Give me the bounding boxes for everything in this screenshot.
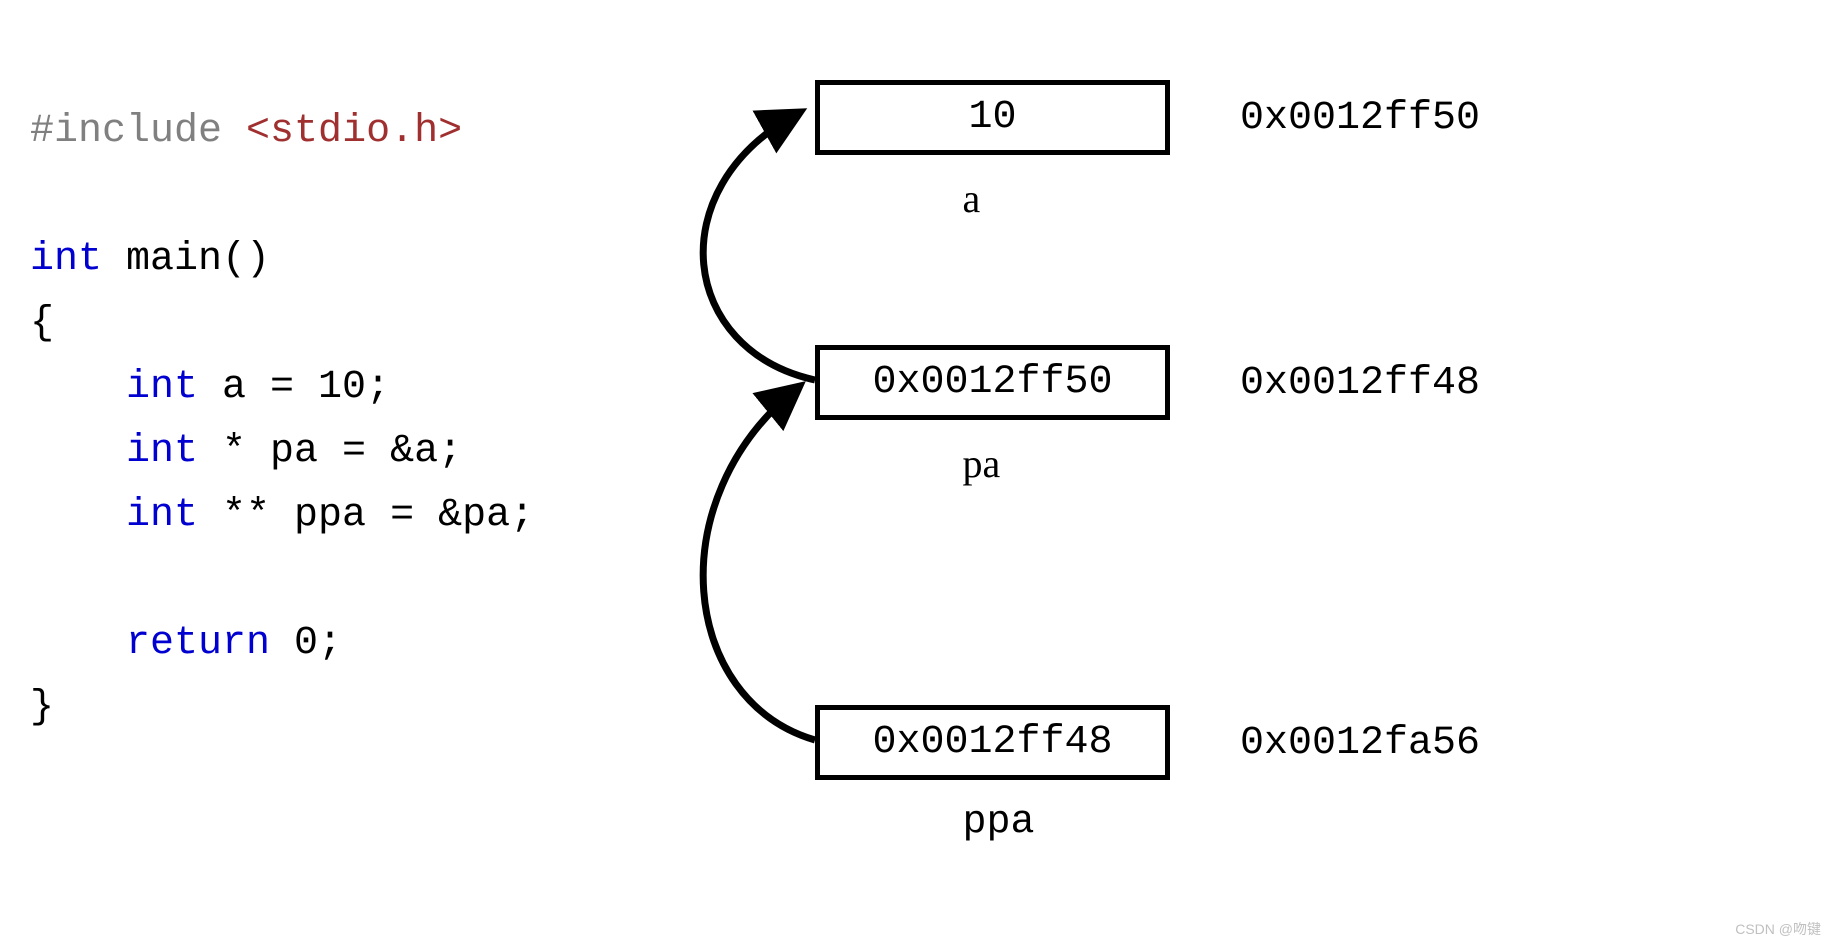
box-value-ppa: 0x0012ff48 bbox=[872, 720, 1112, 765]
memory-box-a: 10 bbox=[815, 80, 1170, 155]
arrow-svg bbox=[600, 60, 1580, 910]
var-label-pa: pa bbox=[963, 440, 1001, 487]
arrow-pa-to-a bbox=[703, 115, 815, 380]
memory-box-pa: 0x0012ff50 bbox=[815, 345, 1170, 420]
var-label-ppa: ppa bbox=[963, 800, 1035, 845]
box-value-pa: 0x0012ff50 bbox=[872, 360, 1112, 405]
watermark: CSDN @吻键 bbox=[1735, 919, 1821, 939]
box-value-a: 10 bbox=[968, 95, 1016, 140]
arrow-ppa-to-pa bbox=[703, 390, 815, 740]
memory-box-ppa: 0x0012ff48 bbox=[815, 705, 1170, 780]
var-label-a: a bbox=[963, 175, 981, 222]
code-block: #include <stdio.h> int main(){ int a = 1… bbox=[30, 100, 534, 740]
addr-label-pa: 0x0012ff48 bbox=[1240, 361, 1480, 406]
addr-label-a: 0x0012ff50 bbox=[1240, 96, 1480, 141]
addr-label-ppa: 0x0012fa56 bbox=[1240, 721, 1480, 766]
memory-diagram: 10 a 0x0012ff50 0x0012ff50 pa 0x0012ff48… bbox=[600, 60, 1580, 910]
